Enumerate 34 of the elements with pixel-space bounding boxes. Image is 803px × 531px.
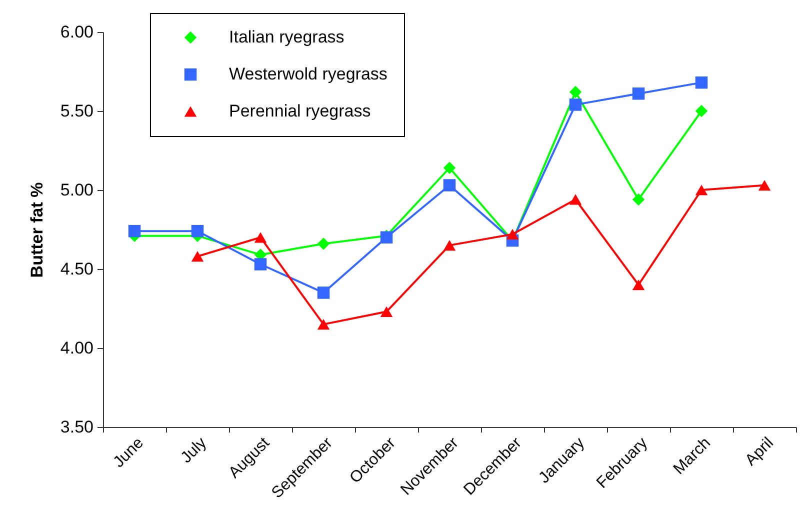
point	[569, 86, 582, 98]
point	[317, 286, 330, 299]
point	[506, 228, 519, 240]
point	[443, 162, 456, 174]
point	[254, 258, 267, 270]
point	[569, 98, 582, 111]
point	[758, 180, 771, 191]
y-tick-label: 5.00	[60, 180, 94, 200]
y-tick-label: 3.50	[60, 418, 94, 436]
point	[128, 224, 141, 238]
legend-label: Westerwold ryegrass	[229, 64, 388, 84]
legend-label: Perennial ryegrass	[229, 102, 371, 120]
y-axis-title: Butter fat %	[27, 182, 46, 278]
y-tick-label: 6.00	[60, 22, 94, 42]
point	[317, 238, 330, 250]
y-tick-label: 4.00	[60, 338, 94, 358]
point	[254, 232, 267, 243]
point	[443, 240, 456, 251]
point	[569, 194, 582, 205]
point	[695, 76, 708, 89]
y-tick-label: 5.50	[60, 102, 94, 120]
point	[191, 224, 204, 238]
point	[632, 193, 645, 206]
y-tick-label: 4.50	[60, 260, 94, 278]
point	[695, 184, 708, 196]
point	[632, 279, 645, 290]
point	[443, 179, 456, 192]
point	[317, 318, 330, 330]
point	[695, 104, 708, 118]
point	[632, 87, 645, 100]
point	[191, 251, 204, 262]
x-tick-label: July	[178, 434, 210, 467]
point	[380, 306, 393, 317]
legend-label: Italian ryegrass	[229, 28, 344, 46]
